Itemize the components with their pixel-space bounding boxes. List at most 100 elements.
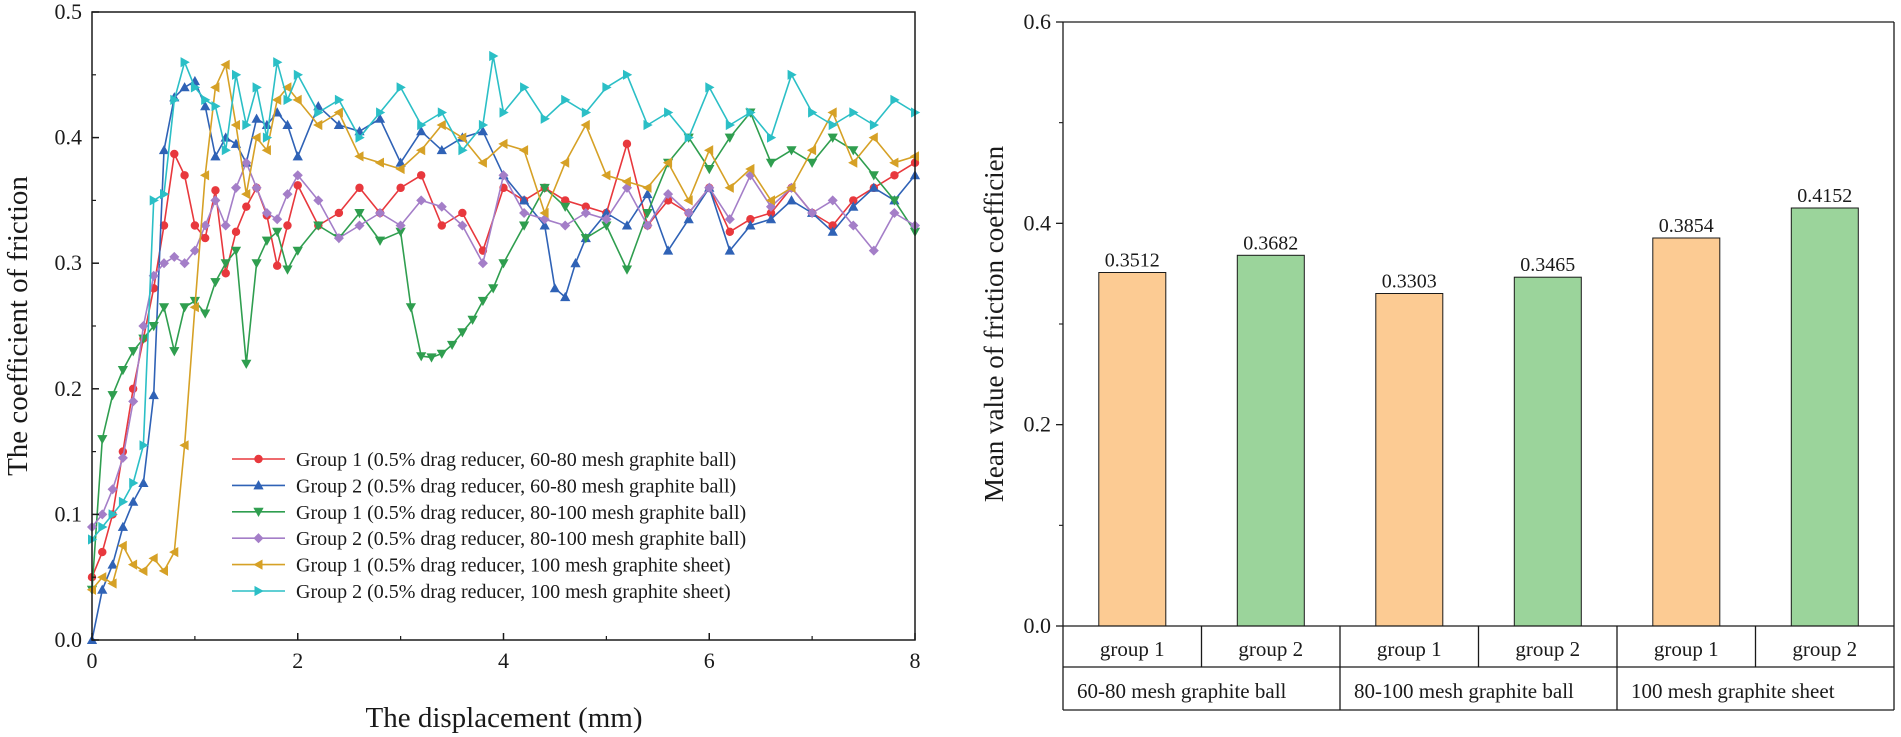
line-series-3-point [200, 309, 211, 319]
line-series-6-point [849, 107, 859, 118]
line-series-1-point [437, 221, 446, 230]
line-series-1-point [221, 269, 230, 278]
line-series-5-point [241, 188, 251, 200]
line-series-5-point [745, 163, 755, 175]
line-series-4-point [889, 207, 900, 219]
line-series-6-point [232, 69, 242, 80]
line-series-2-point [518, 195, 530, 205]
line-series-4-point [642, 220, 653, 231]
line-series-3-point [282, 265, 293, 275]
line-series-3-point [179, 303, 190, 313]
line-series-4-point [230, 182, 242, 193]
line-series-3-point [230, 246, 242, 256]
line-series-3-point [621, 265, 633, 275]
line-series-4-point [313, 195, 324, 206]
line-series-3-point [426, 353, 437, 363]
legend-label: Group 1 (0.5% drag reducer, 100 mesh gra… [296, 555, 731, 577]
bar-category-label: group 2 [1792, 637, 1857, 661]
line-series-4-point [251, 182, 262, 193]
line-series-3-point [158, 303, 170, 313]
line-series-3-point [128, 347, 139, 357]
line-series-6-point [478, 119, 489, 131]
line-series-3-point [210, 278, 221, 288]
line-series-5-point [765, 195, 776, 206]
legend-label: Group 2 (0.5% drag reducer, 80-100 mesh … [296, 528, 746, 550]
line-series-6-point [437, 107, 448, 118]
line-series-1-point [272, 261, 282, 270]
line-series-3-point [467, 315, 478, 325]
line-series-4-point [683, 207, 694, 219]
legend-item: Group 1 (0.5% drag reducer, 80-100 mesh … [232, 502, 746, 524]
line-series-layer [86, 50, 921, 645]
line-series-5-point [199, 170, 210, 181]
line-series-4-point [241, 157, 252, 168]
legend-swatch-marker [254, 585, 264, 597]
line-x-axis-label: The displacement (mm) [365, 702, 642, 734]
line-series-2-point [251, 113, 262, 123]
bar-value-label: 0.3303 [1382, 271, 1437, 293]
line-series-5-point [189, 302, 199, 313]
line-series-5-point [786, 182, 796, 193]
line-series-3-point [642, 209, 653, 219]
line-series-5-point [683, 195, 693, 206]
bar-y-tick-label: 0.2 [1024, 412, 1052, 437]
line-y-tick-label: 0.1 [55, 501, 83, 526]
line-series-2-point [416, 126, 427, 136]
line-series-2-point [683, 213, 694, 224]
line-series-3-point [241, 359, 252, 369]
line-series-5-point [138, 565, 148, 577]
line-series-2-point [724, 245, 735, 255]
line-series-4-point [580, 207, 591, 219]
line-series-4-point [601, 214, 612, 225]
line-series-2-point [128, 496, 139, 506]
line-series-6-point [221, 145, 231, 156]
line-series-5-point [868, 132, 878, 143]
line-series-6-point [787, 69, 797, 80]
bar-category-label: group 1 [1654, 637, 1719, 661]
line-series-3-point [889, 196, 900, 206]
line-series-3-point [477, 296, 489, 307]
line-series-6-point [622, 69, 633, 80]
line-series-2-point [333, 119, 345, 129]
line-series-2-point [621, 220, 633, 230]
legend-item: Group 1 (0.5% drag reducer, 60-80 mesh g… [232, 449, 736, 471]
line-series-5-point [333, 107, 343, 118]
line-series-3-point [436, 349, 447, 359]
line-series-1-point [180, 171, 189, 180]
line-series-6-point [396, 82, 406, 93]
bar [1513, 276, 1582, 627]
line-series-1-point [416, 171, 426, 180]
line-series-1-point [170, 149, 179, 159]
line-series-3-point [405, 303, 417, 313]
line-series-3-point [827, 133, 838, 143]
bar-group-label: 100 mesh graphite sheet [1631, 679, 1835, 703]
bar-value-label: 0.3854 [1659, 215, 1714, 237]
line-series-4-point [179, 258, 190, 269]
line-series-4-point [724, 214, 735, 225]
line-axes-layer: 0 2 4 6 8 0.0 0.1 0.2 0.3 0.4 0.5 [55, 0, 921, 673]
line-series-4-point [210, 195, 221, 206]
line-series-3-point [416, 352, 427, 362]
line-series-3-point [868, 171, 879, 181]
line-series-6-point [262, 132, 273, 143]
line-series-5-point [354, 151, 364, 162]
bar-category-label: group 1 [1100, 637, 1165, 661]
line-series-1-point [200, 233, 210, 243]
line-series-6-point [458, 145, 468, 156]
line-series-6-point [334, 94, 345, 106]
bar-value-label: 0.3465 [1520, 254, 1575, 276]
line-series-3-point [169, 347, 180, 357]
line-series-3-point [261, 236, 273, 246]
bar-category-label: group 1 [1377, 637, 1442, 661]
line-series-2-point [179, 82, 190, 92]
line-series-5-point [292, 94, 302, 106]
line-series-6-point [489, 50, 499, 62]
line-series-5-point [436, 119, 446, 131]
bar-y-axis-label: Mean value of friction coefficien [979, 145, 1009, 502]
line-series-3-point [374, 236, 386, 246]
line-series-3-point [704, 165, 715, 175]
line-series-6-point [664, 107, 674, 118]
line-series-6-point [160, 188, 170, 200]
line-series-6-point [211, 101, 221, 112]
bar-value-label: 0.3682 [1243, 232, 1298, 254]
